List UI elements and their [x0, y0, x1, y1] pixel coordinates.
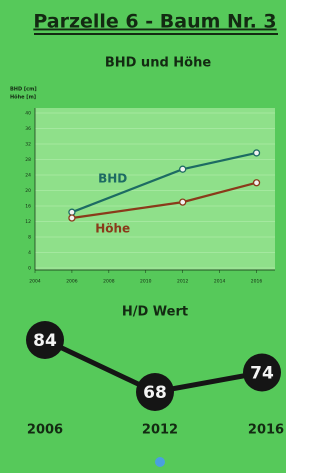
plot-area: [35, 108, 275, 270]
y-tick-label: 16: [25, 204, 31, 210]
y-tick-label: 4: [28, 250, 31, 256]
point: [69, 209, 75, 215]
x-tick-label: 2008: [103, 279, 115, 285]
x-tick-label: 2010: [140, 279, 152, 285]
y-tick-label: 32: [25, 142, 31, 148]
y-tick-label: 20: [25, 188, 31, 194]
series-label: BHD: [98, 172, 127, 186]
series-label: Höhe: [95, 222, 130, 236]
point: [254, 180, 260, 186]
category-label: 2016: [248, 423, 284, 438]
x-tick-label: 2016: [251, 279, 263, 285]
hd-value: 68: [143, 383, 167, 403]
point: [254, 150, 260, 156]
x-tick-label: 2006: [66, 279, 78, 285]
y-tick-label: 28: [25, 157, 31, 163]
y-label: Höhe [m]: [10, 95, 36, 101]
sign-title: Parzelle 6 - Baum Nr. 3: [33, 11, 276, 33]
y-tick-label: 36: [25, 126, 31, 132]
sign: Parzelle 6 - Baum Nr. 3 BHD und Höhe BHD…: [0, 0, 286, 473]
hd-value: 84: [33, 331, 57, 351]
y-tick-label: 40: [25, 111, 31, 117]
y-tick-label: 24: [25, 173, 31, 179]
chart-title: BHD und Höhe: [105, 56, 212, 71]
y-tick-label: 8: [28, 235, 31, 241]
y-tick-label: 12: [25, 219, 31, 225]
point: [180, 166, 186, 172]
y-label: BHD [cm]: [10, 87, 37, 93]
page: Parzelle 6 - Baum Nr. 3 BHD und Höhe BHD…: [0, 0, 286, 473]
screw: [155, 457, 165, 467]
hd-value: 74: [250, 364, 274, 384]
x-tick-label: 2014: [214, 279, 226, 285]
chart-title: H/D Wert: [122, 305, 188, 320]
x-tick-label: 2012: [177, 279, 189, 285]
category-label: 2012: [142, 423, 178, 438]
category-label: 2006: [27, 423, 63, 438]
point: [69, 215, 75, 221]
point: [180, 199, 186, 205]
x-tick-label: 2004: [29, 279, 41, 285]
y-tick-label: 0: [28, 266, 31, 272]
